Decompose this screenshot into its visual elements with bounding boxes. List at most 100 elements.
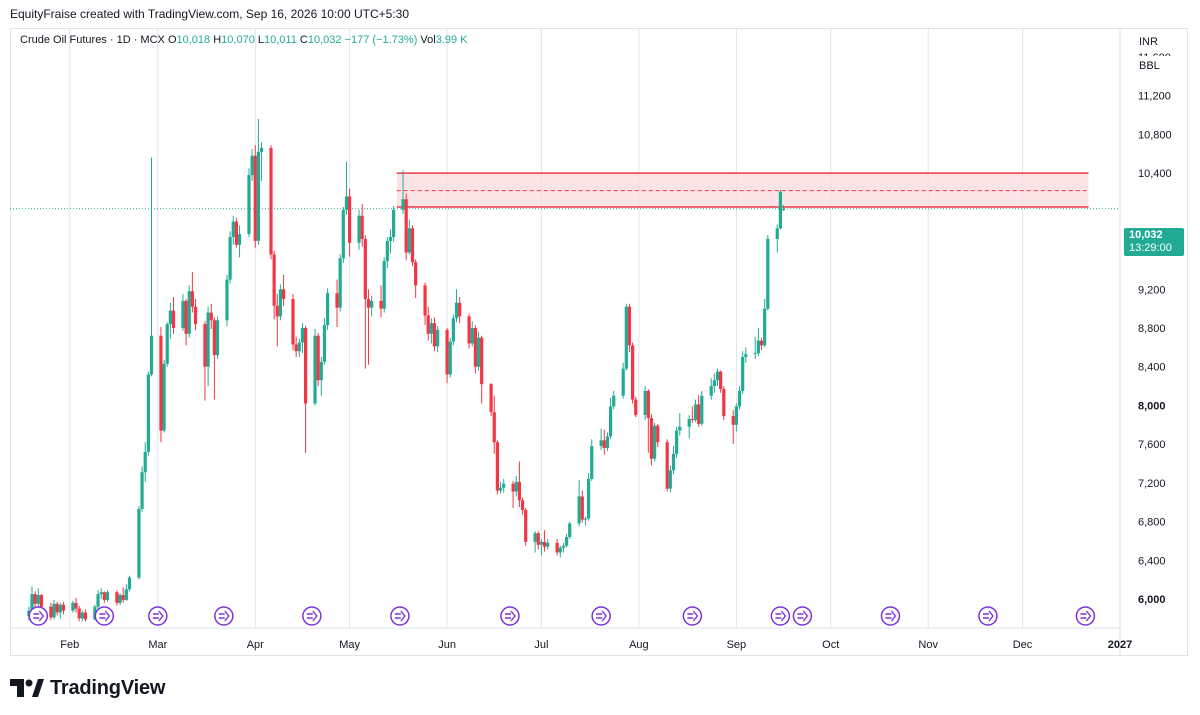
candle-down: [360, 215, 364, 239]
candle-up: [775, 228, 779, 239]
candle-up: [476, 337, 481, 367]
event-marker-icon[interactable]: [591, 606, 611, 626]
candle-down: [631, 345, 635, 400]
candle-down: [33, 594, 37, 604]
event-marker-icon[interactable]: [390, 606, 410, 626]
candle-down: [379, 300, 383, 309]
chart-frame[interactable]: [10, 28, 1188, 656]
candle-up: [118, 595, 122, 603]
candle-up: [741, 357, 745, 391]
legend-symbol[interactable]: Crude Oil Futures · 1D · MCX: [20, 34, 165, 46]
last-price-value: 10,032: [1129, 229, 1163, 241]
candle-up: [653, 425, 657, 459]
candle-down: [511, 483, 515, 492]
candle-up: [344, 196, 349, 210]
y-tick-label: 6,400: [1138, 555, 1166, 567]
event-marker-icon[interactable]: [682, 606, 703, 626]
candle-up: [30, 594, 34, 611]
candle-up: [498, 487, 503, 491]
candle-down: [423, 285, 427, 316]
candle-down: [303, 328, 308, 404]
event-marker-icon[interactable]: [302, 606, 322, 626]
candle-up: [502, 483, 506, 488]
candle-down: [272, 254, 276, 306]
candle-up: [599, 440, 603, 447]
candle-down: [184, 300, 188, 334]
candle-up: [27, 610, 31, 617]
candle-down: [627, 306, 632, 346]
candle-down: [542, 541, 547, 547]
candle-down: [426, 315, 430, 334]
candle-down: [697, 404, 701, 424]
candle-up: [753, 353, 757, 355]
candle-up: [687, 418, 691, 427]
event-marker-icon[interactable]: [770, 606, 791, 626]
candle-up: [568, 523, 572, 538]
price-chart[interactable]: 11,60011,20010,80010,4009,6009,2008,8008…: [10, 28, 1188, 656]
candle-down: [722, 388, 726, 417]
candle-down: [432, 323, 437, 347]
x-tick-label: Oct: [822, 639, 839, 651]
candle-up: [325, 293, 330, 326]
candle-up: [590, 446, 594, 479]
candle-up: [146, 374, 150, 452]
candle-up: [105, 592, 110, 600]
candle-down: [366, 298, 371, 308]
candle-up: [162, 363, 166, 431]
event-marker-icon[interactable]: [148, 606, 168, 626]
candle-up: [392, 209, 396, 238]
currency-label[interactable]: INR: [1131, 32, 1181, 52]
candle-down: [690, 418, 694, 420]
candle-up: [278, 289, 283, 317]
candle-up: [763, 308, 767, 346]
candle-up: [80, 612, 84, 619]
candle-up: [385, 240, 389, 262]
candle-up: [206, 312, 210, 367]
candle-up: [259, 148, 264, 152]
candle-up: [96, 594, 100, 607]
event-marker-icon[interactable]: [978, 606, 998, 626]
candle-down: [492, 412, 496, 443]
candle-down: [291, 298, 295, 345]
candle-up: [341, 209, 345, 259]
candle-up: [429, 323, 433, 334]
legend-high: 10,070: [221, 34, 255, 46]
candle-up: [693, 404, 698, 420]
event-marker-icon[interactable]: [500, 606, 520, 626]
candle-down: [602, 440, 606, 448]
candle-up: [382, 261, 386, 309]
event-marker-icon[interactable]: [1075, 606, 1096, 626]
candle-up: [558, 547, 562, 553]
symbol-legend[interactable]: Crude Oil Futures · 1D · MCX O10,018 H10…: [20, 34, 468, 46]
event-marker-icon[interactable]: [214, 606, 234, 626]
y-tick-label: 10,800: [1138, 129, 1172, 141]
last-price-tag: 10,032 13:29:00: [1124, 228, 1184, 256]
candle-up: [300, 328, 305, 343]
legend-open-label: O: [167, 34, 177, 46]
candle-down: [203, 324, 207, 367]
candle-up: [766, 238, 770, 309]
candle-up: [564, 537, 569, 546]
unit-label[interactable]: BBL: [1131, 56, 1181, 76]
candle-up: [388, 237, 393, 241]
candle-down: [536, 533, 540, 545]
event-marker-icon[interactable]: [880, 606, 901, 626]
tradingview-wordmark: TradingView: [50, 676, 166, 699]
candle-up: [583, 518, 588, 520]
tradingview-logo[interactable]: TradingView: [10, 675, 165, 701]
event-marker-icon[interactable]: [792, 606, 813, 626]
candle-up: [228, 237, 232, 280]
event-marker-icon[interactable]: [28, 606, 49, 626]
candle-up: [678, 426, 682, 431]
candle-up: [436, 329, 440, 347]
legend-change: −177 (−1.73%): [344, 34, 418, 46]
candle-down: [445, 329, 449, 375]
legend-open: 10,018: [176, 34, 211, 46]
candle-up: [671, 453, 676, 471]
y-tick-label: 7,200: [1138, 478, 1166, 490]
candle-down: [294, 344, 298, 352]
candle-down: [719, 371, 723, 389]
event-marker-icon[interactable]: [94, 606, 115, 626]
y-tick-label: 7,600: [1138, 439, 1166, 451]
candle-up: [140, 472, 144, 509]
